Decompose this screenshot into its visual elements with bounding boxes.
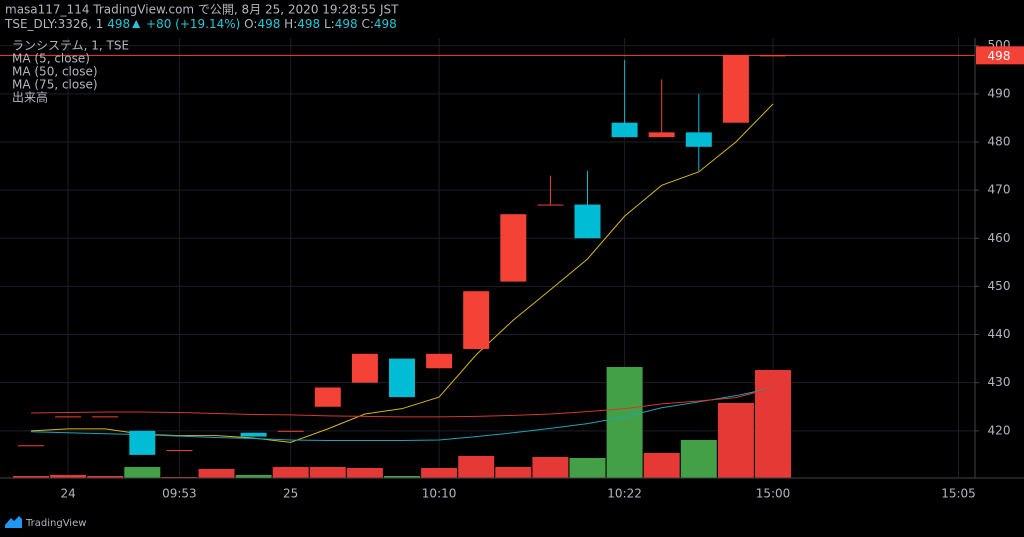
candle-body (722, 55, 749, 123)
candle-body (277, 430, 304, 432)
volume-bar (421, 468, 458, 478)
candle-body (351, 353, 378, 383)
legend-entry: MA (75, close) (12, 78, 98, 92)
x-tick-label: 10:10 (422, 487, 457, 501)
x-tick-label: 24 (60, 487, 75, 501)
ohlc-label: O: (244, 17, 257, 31)
last-price-label: 498 (988, 49, 1011, 63)
up-arrow (132, 20, 141, 28)
volume-bar (755, 370, 791, 478)
candle-body (389, 358, 415, 398)
y-tick-label: 420 (988, 423, 1011, 437)
volume-bar (532, 457, 569, 478)
candle-body (129, 430, 156, 455)
ohlc-value: 498 (335, 17, 358, 31)
header-line1: masa117_114 TradingView.com で公開, 8月 25, … (5, 3, 399, 17)
volume-bar (198, 469, 235, 478)
y-tick-label: 450 (988, 279, 1011, 293)
candle-body (18, 445, 44, 447)
candle-body (240, 432, 267, 437)
x-tick-label: 10:22 (607, 487, 642, 501)
candle-body (314, 387, 341, 407)
candle-body (685, 132, 712, 147)
candle-body (55, 416, 82, 418)
candle-body (537, 204, 564, 206)
volume-bar (13, 476, 49, 478)
volume-bar (643, 453, 680, 478)
candle-body (166, 450, 193, 452)
volume-bar (235, 475, 272, 478)
legend-entry: MA (5, close) (12, 52, 90, 66)
change: +80 (+19.14%) (146, 17, 240, 31)
last: 498 (107, 17, 130, 31)
volume-bar (87, 476, 124, 478)
candle-body (574, 204, 601, 239)
candle-body (92, 416, 119, 418)
legend-entry: 出来高 (12, 90, 48, 105)
volume-bar (458, 456, 495, 478)
legend-entry: MA (50, close) (12, 65, 98, 79)
plot (0, 54, 975, 478)
ma-line (30, 387, 774, 418)
legend-symbol: ランシステム, 1, TSE (12, 39, 129, 53)
volume-bar (717, 403, 754, 478)
y-tick-label: 440 (988, 327, 1011, 341)
candle-body (500, 214, 527, 282)
candle-body (426, 353, 453, 369)
ohlc-label: H: (284, 17, 297, 31)
y-tick-label: 480 (988, 134, 1011, 148)
y-tick-label: 490 (988, 86, 1011, 100)
candle-body (611, 122, 638, 138)
volume-bar (309, 467, 346, 478)
ohlc-value: 498 (257, 17, 280, 31)
volume-bar (569, 458, 606, 478)
x-tick-label: 09:53 (162, 487, 197, 501)
volume-bar (50, 475, 87, 478)
volume-bar (272, 467, 309, 478)
last-price-tag (976, 46, 1024, 65)
symbol: TSE_DLY:3326, 1 (4, 17, 103, 31)
y-tick-label: 470 (988, 183, 1011, 197)
x-tick-label: 25 (283, 487, 298, 501)
y-tick-label: 430 (988, 375, 1011, 389)
ohlc-label: L: (324, 17, 335, 31)
volume-bar (384, 476, 420, 478)
candle-body (648, 132, 675, 138)
candle-body (463, 291, 490, 349)
brand: TradingView (25, 518, 86, 529)
volume-bar (124, 467, 161, 478)
ohlc-label: C: (361, 17, 373, 31)
volume-bar (495, 467, 532, 478)
y-tick-label: 460 (988, 231, 1011, 245)
volume-bar (606, 367, 643, 478)
x-tick-label: 15:00 (756, 487, 791, 501)
ohlc-value: 498 (297, 17, 320, 31)
ohlc-value: 498 (374, 17, 397, 31)
volume-bar (346, 468, 383, 478)
x-tick-label: 15:05 (941, 487, 976, 501)
header-line2: TSE_DLY:3326, 1 498 +80 (+19.14%) O:498 … (4, 17, 397, 31)
brand-logo (5, 516, 22, 528)
volume-bar (680, 440, 717, 478)
